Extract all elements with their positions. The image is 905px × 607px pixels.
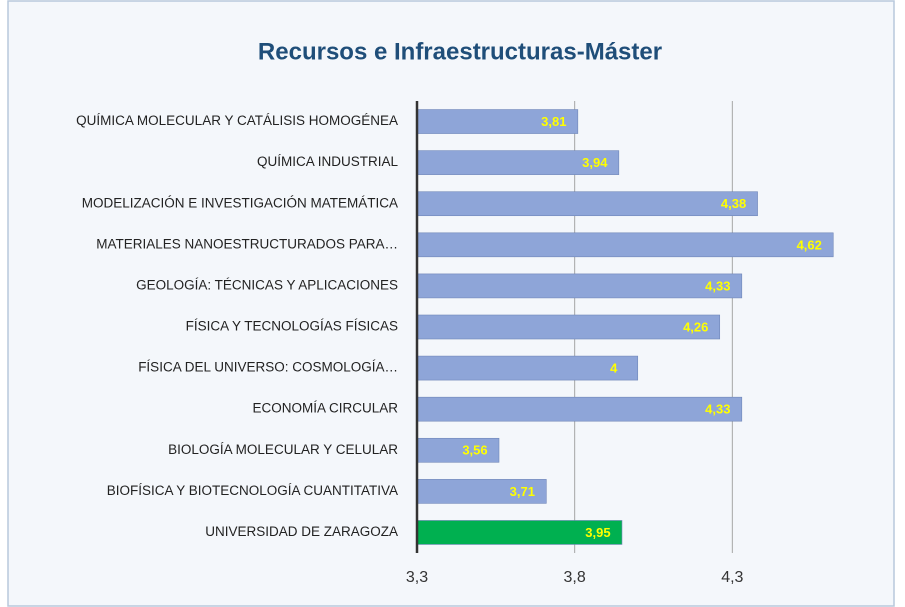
bar (416, 314, 721, 340)
y-tick-label: GEOLOGÍA: TÉCNICAS Y APLICACIONES (136, 277, 398, 292)
y-tick-label: FÍSICA DEL UNIVERSO: COSMOLOGÍA… (138, 360, 398, 375)
value-label: 3,95 (585, 525, 610, 540)
value-label: 4 (610, 361, 618, 376)
value-label: 4,26 (683, 319, 708, 334)
bar (416, 273, 743, 299)
bar (416, 396, 743, 422)
value-label: 4,38 (721, 196, 746, 211)
bar (416, 150, 620, 175)
value-label: 4,33 (705, 402, 730, 417)
y-tick-label: FÍSICA Y TECNOLOGÍAS FÍSICAS (186, 319, 398, 334)
y-tick-label: MATERIALES NANOESTRUCTURADOS PARA… (96, 236, 398, 251)
y-tick-label: MODELIZACIÓN E INVESTIGACIÓN MATEMÁTICA (82, 195, 398, 210)
x-tick-label: 4,3 (721, 569, 743, 586)
y-tick-label: BIOFÍSICA Y BIOTECNOLOGÍA CUANTITATIVA (107, 483, 398, 498)
value-label: 3,94 (582, 155, 608, 170)
value-label: 4,62 (797, 237, 822, 252)
y-tick-label: QUÍMICA INDUSTRIAL (257, 154, 399, 169)
bar (416, 355, 639, 381)
y-tick-label: ECONOMÍA CIRCULAR (252, 401, 398, 416)
y-tick-label: QUÍMICA MOLECULAR Y CATÁLISIS HOMOGÉNEA (76, 113, 398, 128)
value-label: 3,81 (541, 114, 566, 129)
x-tick-label: 3,8 (564, 569, 586, 586)
value-label: 3,71 (510, 484, 535, 499)
bar (416, 232, 834, 258)
chart-frame (7, 0, 895, 607)
y-tick-label: BIOLOGÍA MOLECULAR Y CELULAR (168, 442, 398, 457)
bar (416, 520, 623, 545)
y-tick-label: UNIVERSIDAD DE ZARAGOZA (205, 524, 398, 539)
chart-title: Recursos e Infraestructuras-Máster (258, 38, 662, 65)
x-tick-label: 3,3 (406, 569, 428, 586)
value-label: 3,56 (462, 443, 487, 458)
bar (416, 191, 758, 217)
value-label: 4,33 (705, 278, 730, 293)
